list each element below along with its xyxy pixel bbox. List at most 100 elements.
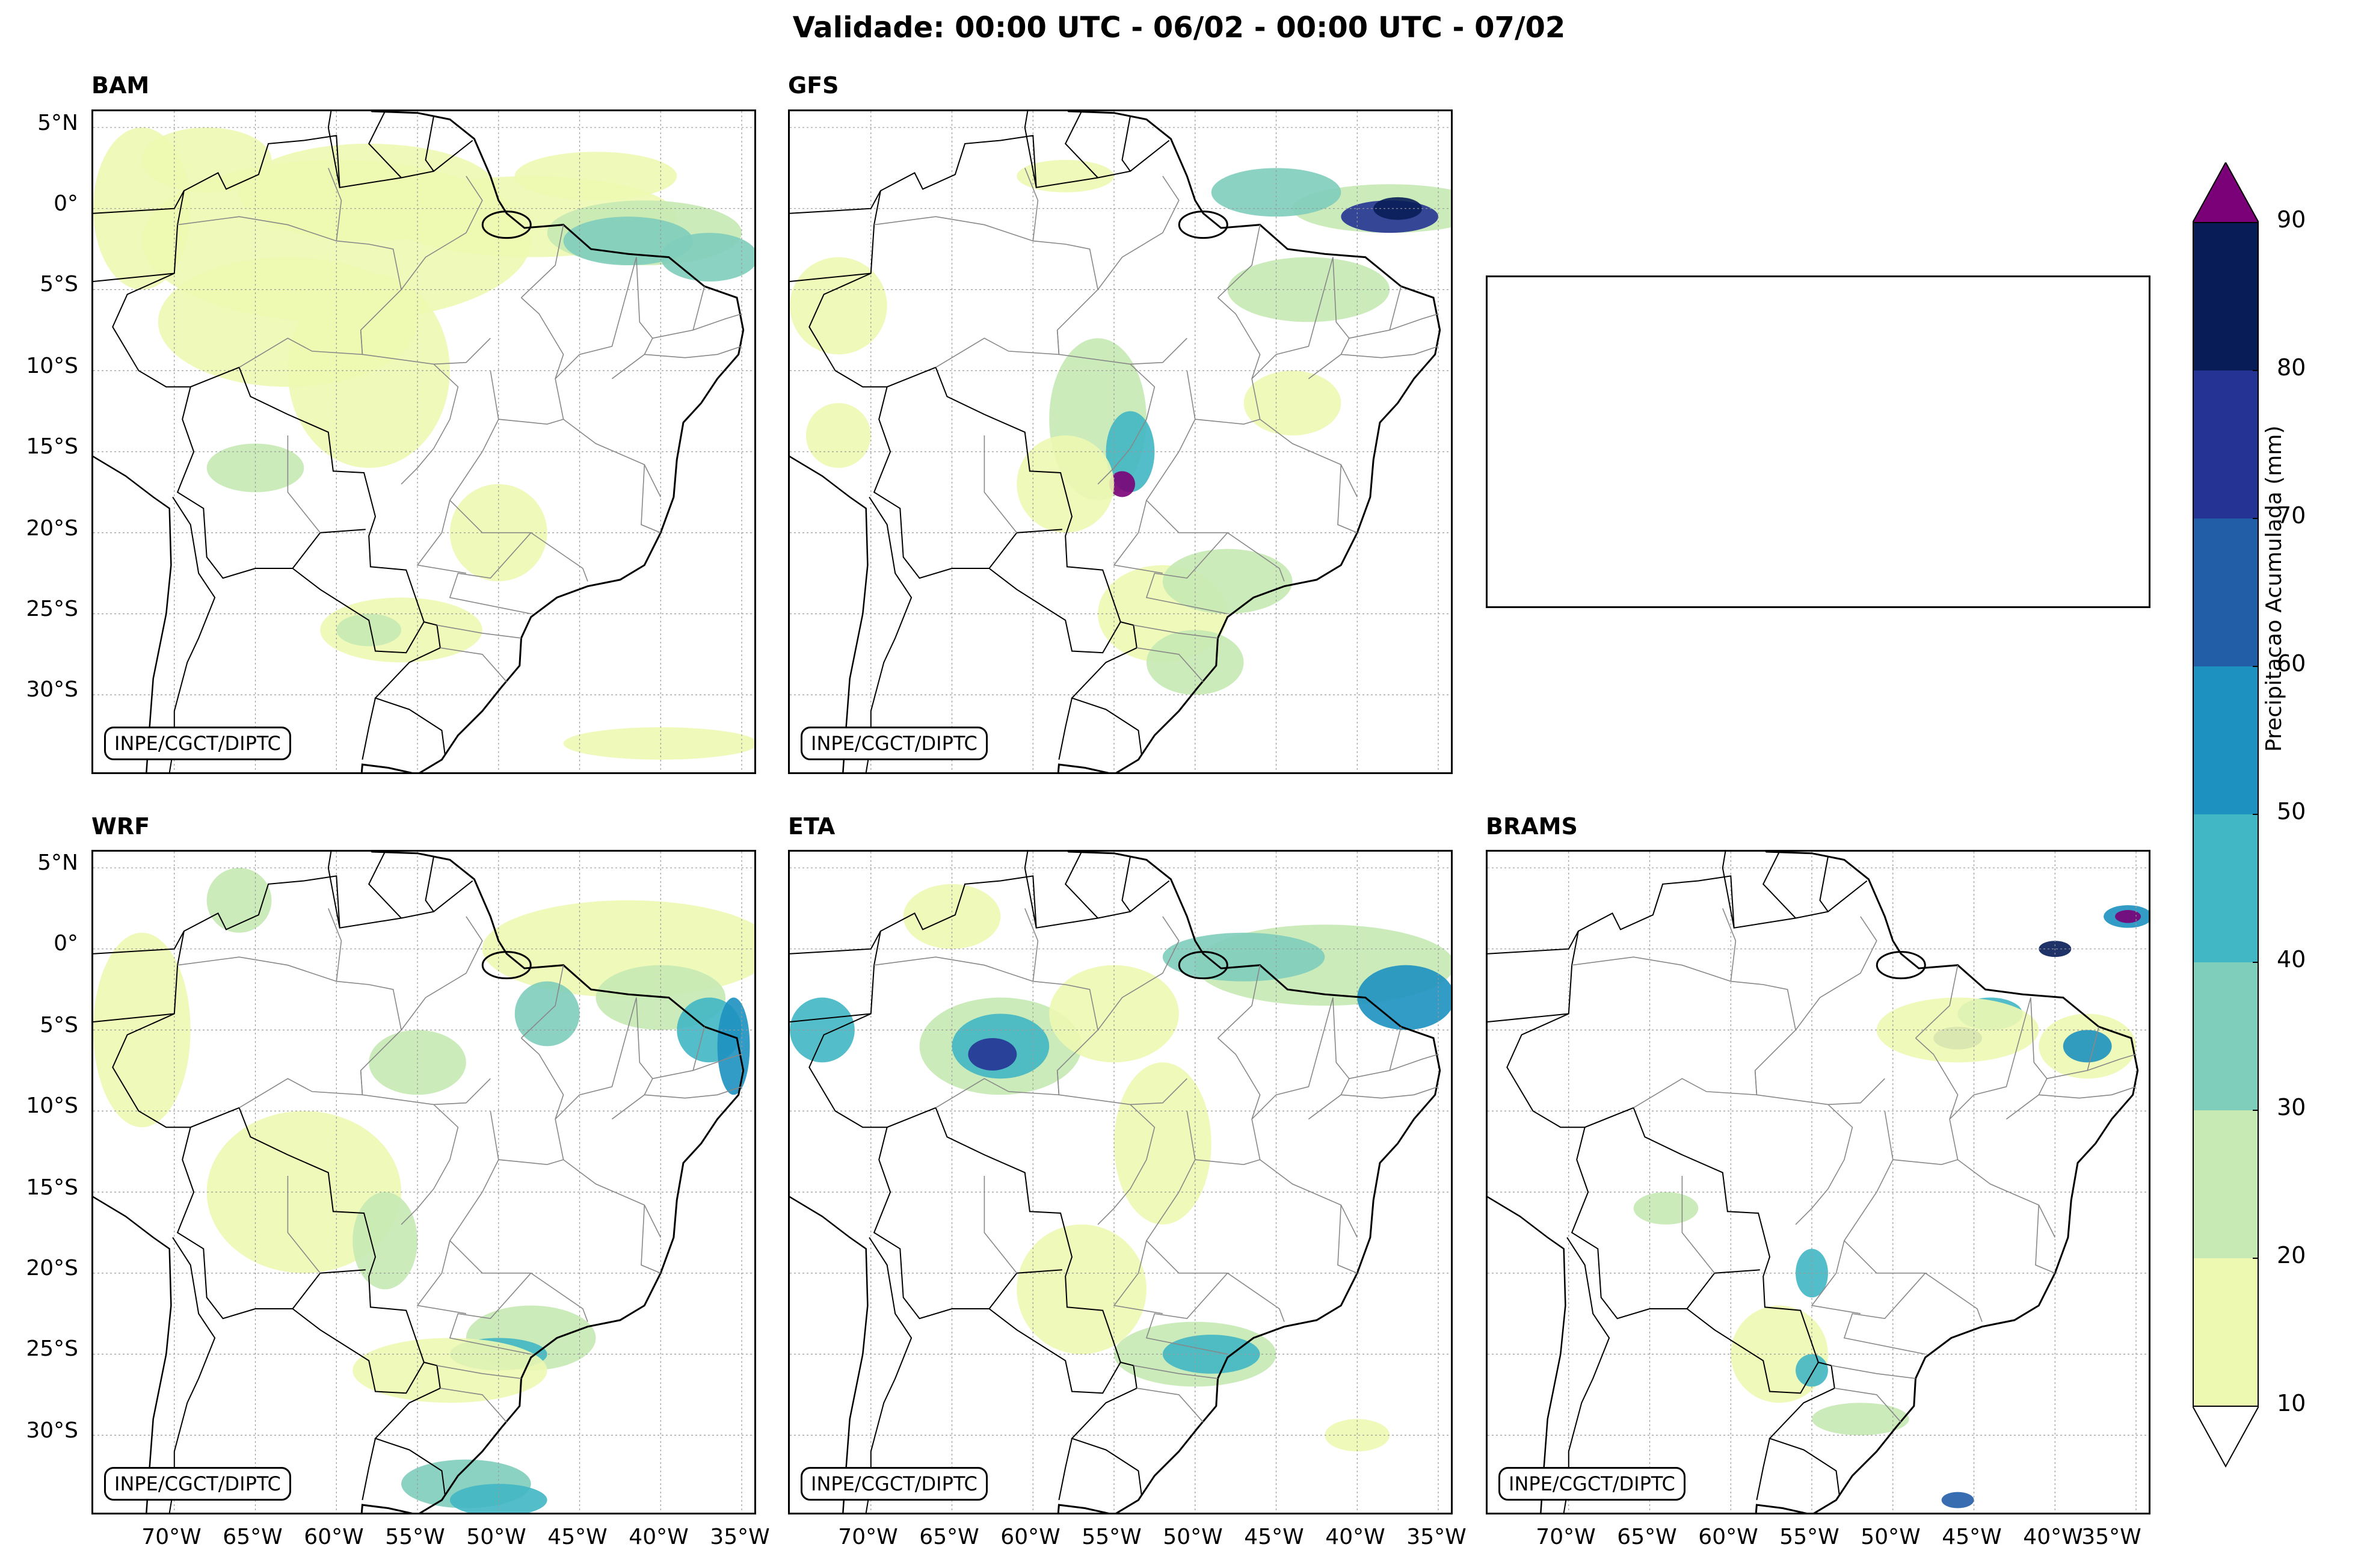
state-border [520, 224, 564, 298]
state-border [1337, 1205, 1358, 1274]
coastline [360, 852, 745, 1513]
lat-label: 5°S [40, 272, 78, 297]
state-border [555, 257, 637, 380]
lon-label: 60°W [1000, 1525, 1060, 1549]
precip-cell [1017, 159, 1115, 192]
precip-cell [1357, 965, 1451, 1030]
coastline [790, 455, 869, 772]
colorbar-segment [2193, 518, 2259, 666]
state-border [984, 435, 1017, 533]
colorbar-segment [2193, 962, 2259, 1110]
state-border [401, 916, 483, 1030]
state-border [1097, 363, 1156, 485]
state-border [1133, 624, 1218, 639]
state-border [401, 363, 459, 485]
state-border [644, 1086, 742, 1099]
state-border [401, 1104, 459, 1225]
empty-panel [1486, 275, 2150, 608]
state-border [1389, 1054, 1439, 1071]
state-border [1145, 532, 1228, 615]
precip-cell [805, 403, 871, 468]
country-border [1121, 115, 1131, 172]
lat-label: 20°S [26, 516, 78, 541]
lat-label: 30°S [26, 677, 78, 702]
state-border [1795, 916, 1877, 1030]
country-border [327, 852, 340, 928]
precip-cell [1633, 1191, 1699, 1225]
lon-label: 55°W [1082, 1525, 1142, 1549]
precip-cell [2063, 1030, 2112, 1063]
gridlines [790, 111, 1451, 772]
country-border [93, 930, 185, 955]
coastline [1057, 852, 1441, 1513]
colorbar-tick: 40 [2277, 946, 2306, 973]
lat-label: 10°S [26, 1093, 78, 1118]
country-border [93, 272, 174, 282]
country-border [368, 852, 402, 919]
lon-label: 55°W [385, 1525, 445, 1549]
state-border [641, 1205, 661, 1274]
country-border [1819, 856, 1829, 912]
state-border [1811, 1240, 1861, 1314]
country-border [790, 190, 881, 214]
country-border [790, 1013, 871, 1022]
map-panel-eta: INPE/CGCT/DIPTC [788, 850, 1453, 1514]
map-panel-gfs: INPE/CGCT/DIPTC [788, 109, 1453, 774]
country-border [1024, 111, 1037, 188]
country-border [327, 111, 340, 188]
country-border [1488, 930, 1579, 955]
state-border [641, 464, 661, 533]
precip-cell [352, 1191, 418, 1290]
colorbar-tick: 70 [2277, 502, 2306, 529]
precip-map-eta [790, 852, 1451, 1513]
coastline [93, 455, 172, 772]
colorbar-tick: 80 [2277, 354, 2306, 381]
state-border [1722, 908, 1737, 982]
colorbar-segment [2193, 1258, 2259, 1406]
country-border [1686, 1308, 1819, 1394]
colorbar-tick: 20 [2277, 1242, 2306, 1268]
state-border [1831, 1365, 1916, 1379]
lat-label: 20°S [26, 1256, 78, 1281]
coastline [1057, 111, 1441, 772]
lon-label: 60°W [1698, 1525, 1758, 1549]
state-border [416, 1240, 467, 1314]
country-border [93, 1013, 174, 1022]
state-border [1754, 1070, 1885, 1105]
state-border [1251, 257, 1334, 380]
country-border [1064, 852, 1098, 919]
gridlines [790, 852, 1451, 1513]
colorbar-segment [2193, 1110, 2259, 1258]
lon-label: 65°W [919, 1525, 979, 1549]
lat-label: 25°S [26, 1336, 78, 1361]
state-border [1145, 1159, 1285, 1322]
colorbar-tick: 50 [2277, 798, 2306, 825]
state-border [1024, 168, 1039, 241]
country-border [1064, 111, 1098, 179]
precip-cell [352, 1338, 547, 1403]
country-border [1121, 856, 1131, 912]
coastline [93, 1196, 172, 1513]
lon-label: 70°W [141, 1525, 202, 1549]
country-border [808, 135, 1170, 755]
precip-cell [1049, 965, 1179, 1063]
state-border [177, 216, 402, 368]
panel-title-gfs: GFS [788, 72, 839, 99]
state-border [520, 965, 564, 1039]
lon-label: 40°W [629, 1525, 689, 1549]
credit-label: INPE/CGCT/DIPTC [104, 1467, 291, 1501]
country-border [176, 386, 366, 579]
precip-map-bam [93, 111, 754, 772]
state-border [1260, 419, 1358, 497]
lon-label: 60°W [304, 1525, 364, 1549]
lon-label: 70°W [1536, 1525, 1596, 1549]
country-border [808, 875, 1170, 1496]
precip-cell [288, 273, 450, 468]
state-border [416, 500, 467, 574]
lon-label: 35°W [2081, 1525, 2141, 1549]
state-border [563, 419, 662, 497]
state-border [437, 624, 522, 639]
lon-label: 65°W [223, 1525, 283, 1549]
lat-label: 5°S [40, 1013, 78, 1038]
precip-cell [1146, 630, 1244, 695]
